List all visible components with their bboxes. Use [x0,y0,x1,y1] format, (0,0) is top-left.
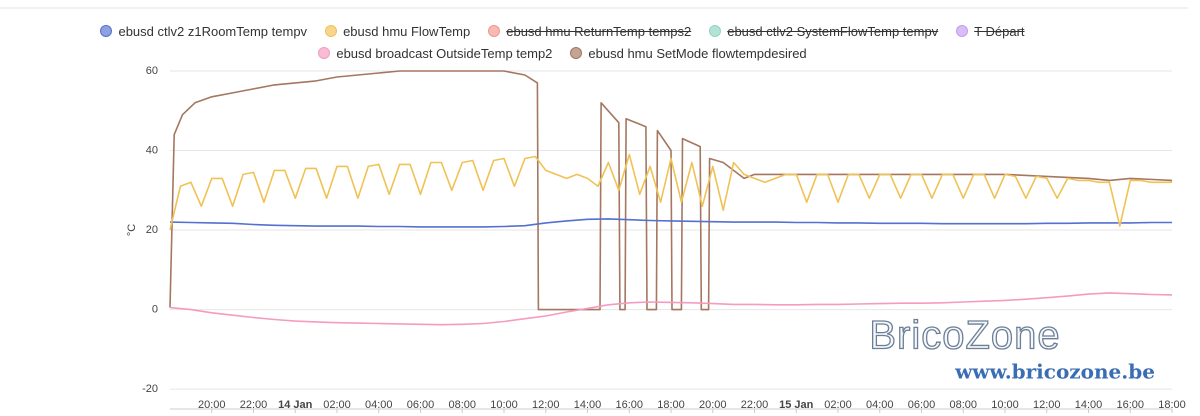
x-tick-label: 06:00 [908,399,936,411]
legend: ebusd ctlv2 z1RoomTemp tempv ebusd hmu Fl… [0,22,1125,62]
x-tick-label: 14:00 [1075,399,1103,411]
x-tick-label: 12:00 [532,399,560,411]
legend-item[interactable]: ebusd broadcast OutsideTemp temp2 [318,44,552,62]
x-tick-label: 12:00 [1033,399,1061,411]
legend-item[interactable]: ebusd hmu SetMode flowtempdesired [570,44,807,62]
legend-label: ebusd broadcast OutsideTemp temp2 [336,45,553,61]
y-tick-label: 40 [146,144,158,156]
x-tick-label: 22:00 [240,399,268,411]
x-tick-label: 16:00 [615,399,643,411]
legend-item[interactable]: ebusd ctlv2 SystemFlowTemp tempv [709,22,938,40]
x-tick-label: 14:00 [574,399,602,411]
legend-swatch [956,25,969,37]
x-tick-label: 04:00 [365,399,393,411]
x-tick-label: 02:00 [824,399,852,411]
legend-label: ebusd hmu FlowTemp [343,23,471,39]
legend-swatch [570,47,583,59]
x-tick-label: 22:00 [741,399,769,411]
x-tick-label: 08:00 [448,399,476,411]
x-tick-label: 04:00 [866,399,894,411]
legend-swatch [318,47,331,59]
x-tick-label: 18:00 [1158,399,1186,411]
x-tick-label: 08:00 [949,399,977,411]
x-tick-label: 18:00 [657,399,685,411]
legend-swatch [100,25,113,37]
y-tick-label: 60 [146,65,158,77]
legend-item[interactable]: T Départ [956,22,1025,40]
legend-label: ebusd hmu SetMode flowtempdesired [588,45,807,61]
legend-label: T Départ [974,23,1025,39]
x-tick-label: 10:00 [991,399,1019,411]
legend-swatch [709,25,722,37]
x-tick-label: 02:00 [323,399,351,411]
legend-label: ebusd ctlv2 SystemFlowTemp tempv [727,23,939,39]
y-axis-label: °C [126,224,138,236]
x-tick-label: 14 Jan [278,399,313,411]
x-tick-label: 06:00 [407,399,435,411]
legend-item[interactable]: ebusd hmu FlowTemp [325,22,470,40]
legend-label: ebusd hmu ReturnTemp temps2 [506,23,692,39]
series-line [169,218,1172,228]
y-tick-label: 0 [152,303,158,315]
x-tick-label: 16:00 [1116,399,1144,411]
x-tick-label: 15 Jan [779,399,814,411]
watermark-url: www.bricozone.be [954,360,1155,384]
watermark-title: BricoZone [869,314,1060,358]
legend-item[interactable]: ebusd hmu ReturnTemp temps2 [488,22,691,40]
series-line [169,292,1173,326]
legend-item[interactable]: ebusd ctlv2 z1RoomTemp tempv [100,22,307,40]
y-tick-label: 20 [146,224,158,236]
x-tick-label: 10:00 [490,399,518,411]
x-tick-label: 20:00 [699,399,727,411]
series-line [169,153,1172,231]
x-tick-label: 20:00 [198,399,226,411]
legend-label: ebusd ctlv2 z1RoomTemp tempv [118,23,308,39]
legend-swatch [488,25,501,37]
legend-swatch [325,25,338,37]
y-tick-label: -20 [142,383,158,395]
